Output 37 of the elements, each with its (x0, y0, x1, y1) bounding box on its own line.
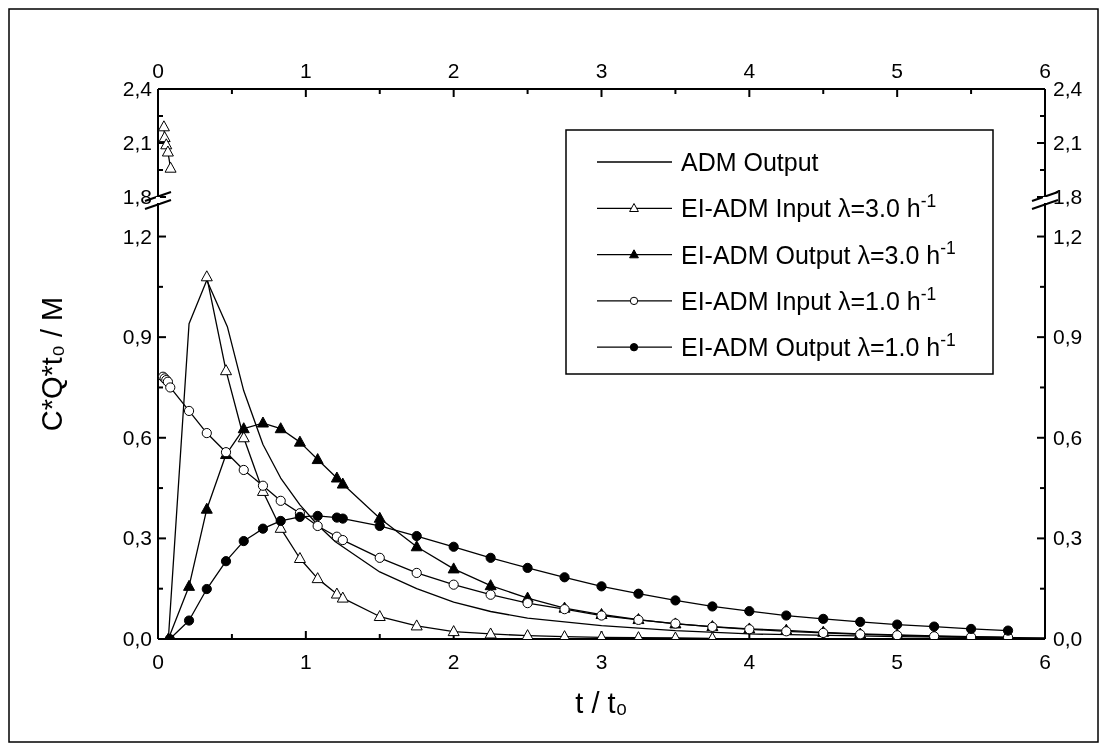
y2-tick-label: 2,4 (1053, 77, 1083, 100)
y2-tick-label: 2,1 (1053, 131, 1083, 154)
x-tick-label: 5 (891, 650, 904, 673)
y-tick-label: 1,2 (122, 224, 152, 248)
y2-tick-label: 0,0 (1053, 627, 1083, 650)
x-axis-title: t / t₀ (575, 687, 628, 719)
y2-tick-label: 1,8 (1053, 185, 1083, 208)
y-tick-label: 2,4 (122, 77, 153, 100)
x2-tick-label: 2 (447, 59, 460, 82)
x-tick-label: 0 (152, 650, 164, 673)
legend-label: EI-ADM Output λ=1.0 h$^{-1}$ (681, 330, 956, 362)
y-tick-label: 2,1 (122, 131, 152, 154)
x-tick-label: 2 (447, 650, 460, 673)
y-tick-label: 0,9 (122, 325, 152, 349)
y2-tick-label: 0,9 (1053, 325, 1083, 349)
x2-tick-label: 6 (1039, 59, 1051, 82)
y2-tick-label: 0,3 (1053, 526, 1083, 550)
x-tick-label: 4 (743, 650, 756, 673)
legend-label: EI-ADM Output λ=3.0 h$^{-1}$ (681, 237, 956, 269)
y2-tick-label: 1,2 (1053, 224, 1083, 248)
x-tick-label: 3 (595, 650, 608, 673)
legend-label: ADM Output (681, 148, 819, 176)
y-axis-title: C*Q*t₀ / M (36, 296, 68, 432)
x2-tick-label: 5 (891, 59, 904, 82)
y-tick-label: 1,8 (122, 185, 152, 208)
x2-tick-label: 4 (743, 59, 756, 82)
legend-label: EI-ADM Input λ=1.0 h$^{-1}$ (681, 283, 937, 315)
y2-tick-label: 0,6 (1053, 425, 1083, 449)
x2-tick-label: 0 (152, 59, 164, 82)
y-tick-label: 0,6 (122, 425, 152, 449)
x2-tick-label: 3 (595, 59, 608, 82)
x2-tick-label: 1 (299, 59, 312, 82)
y-tick-label: 0,3 (122, 526, 152, 550)
x-tick-label: 6 (1039, 650, 1051, 673)
y-tick-label: 0,0 (122, 627, 152, 650)
legend-label: EI-ADM Input λ=3.0 h$^{-1}$ (681, 191, 937, 223)
x-tick-label: 1 (299, 650, 312, 673)
